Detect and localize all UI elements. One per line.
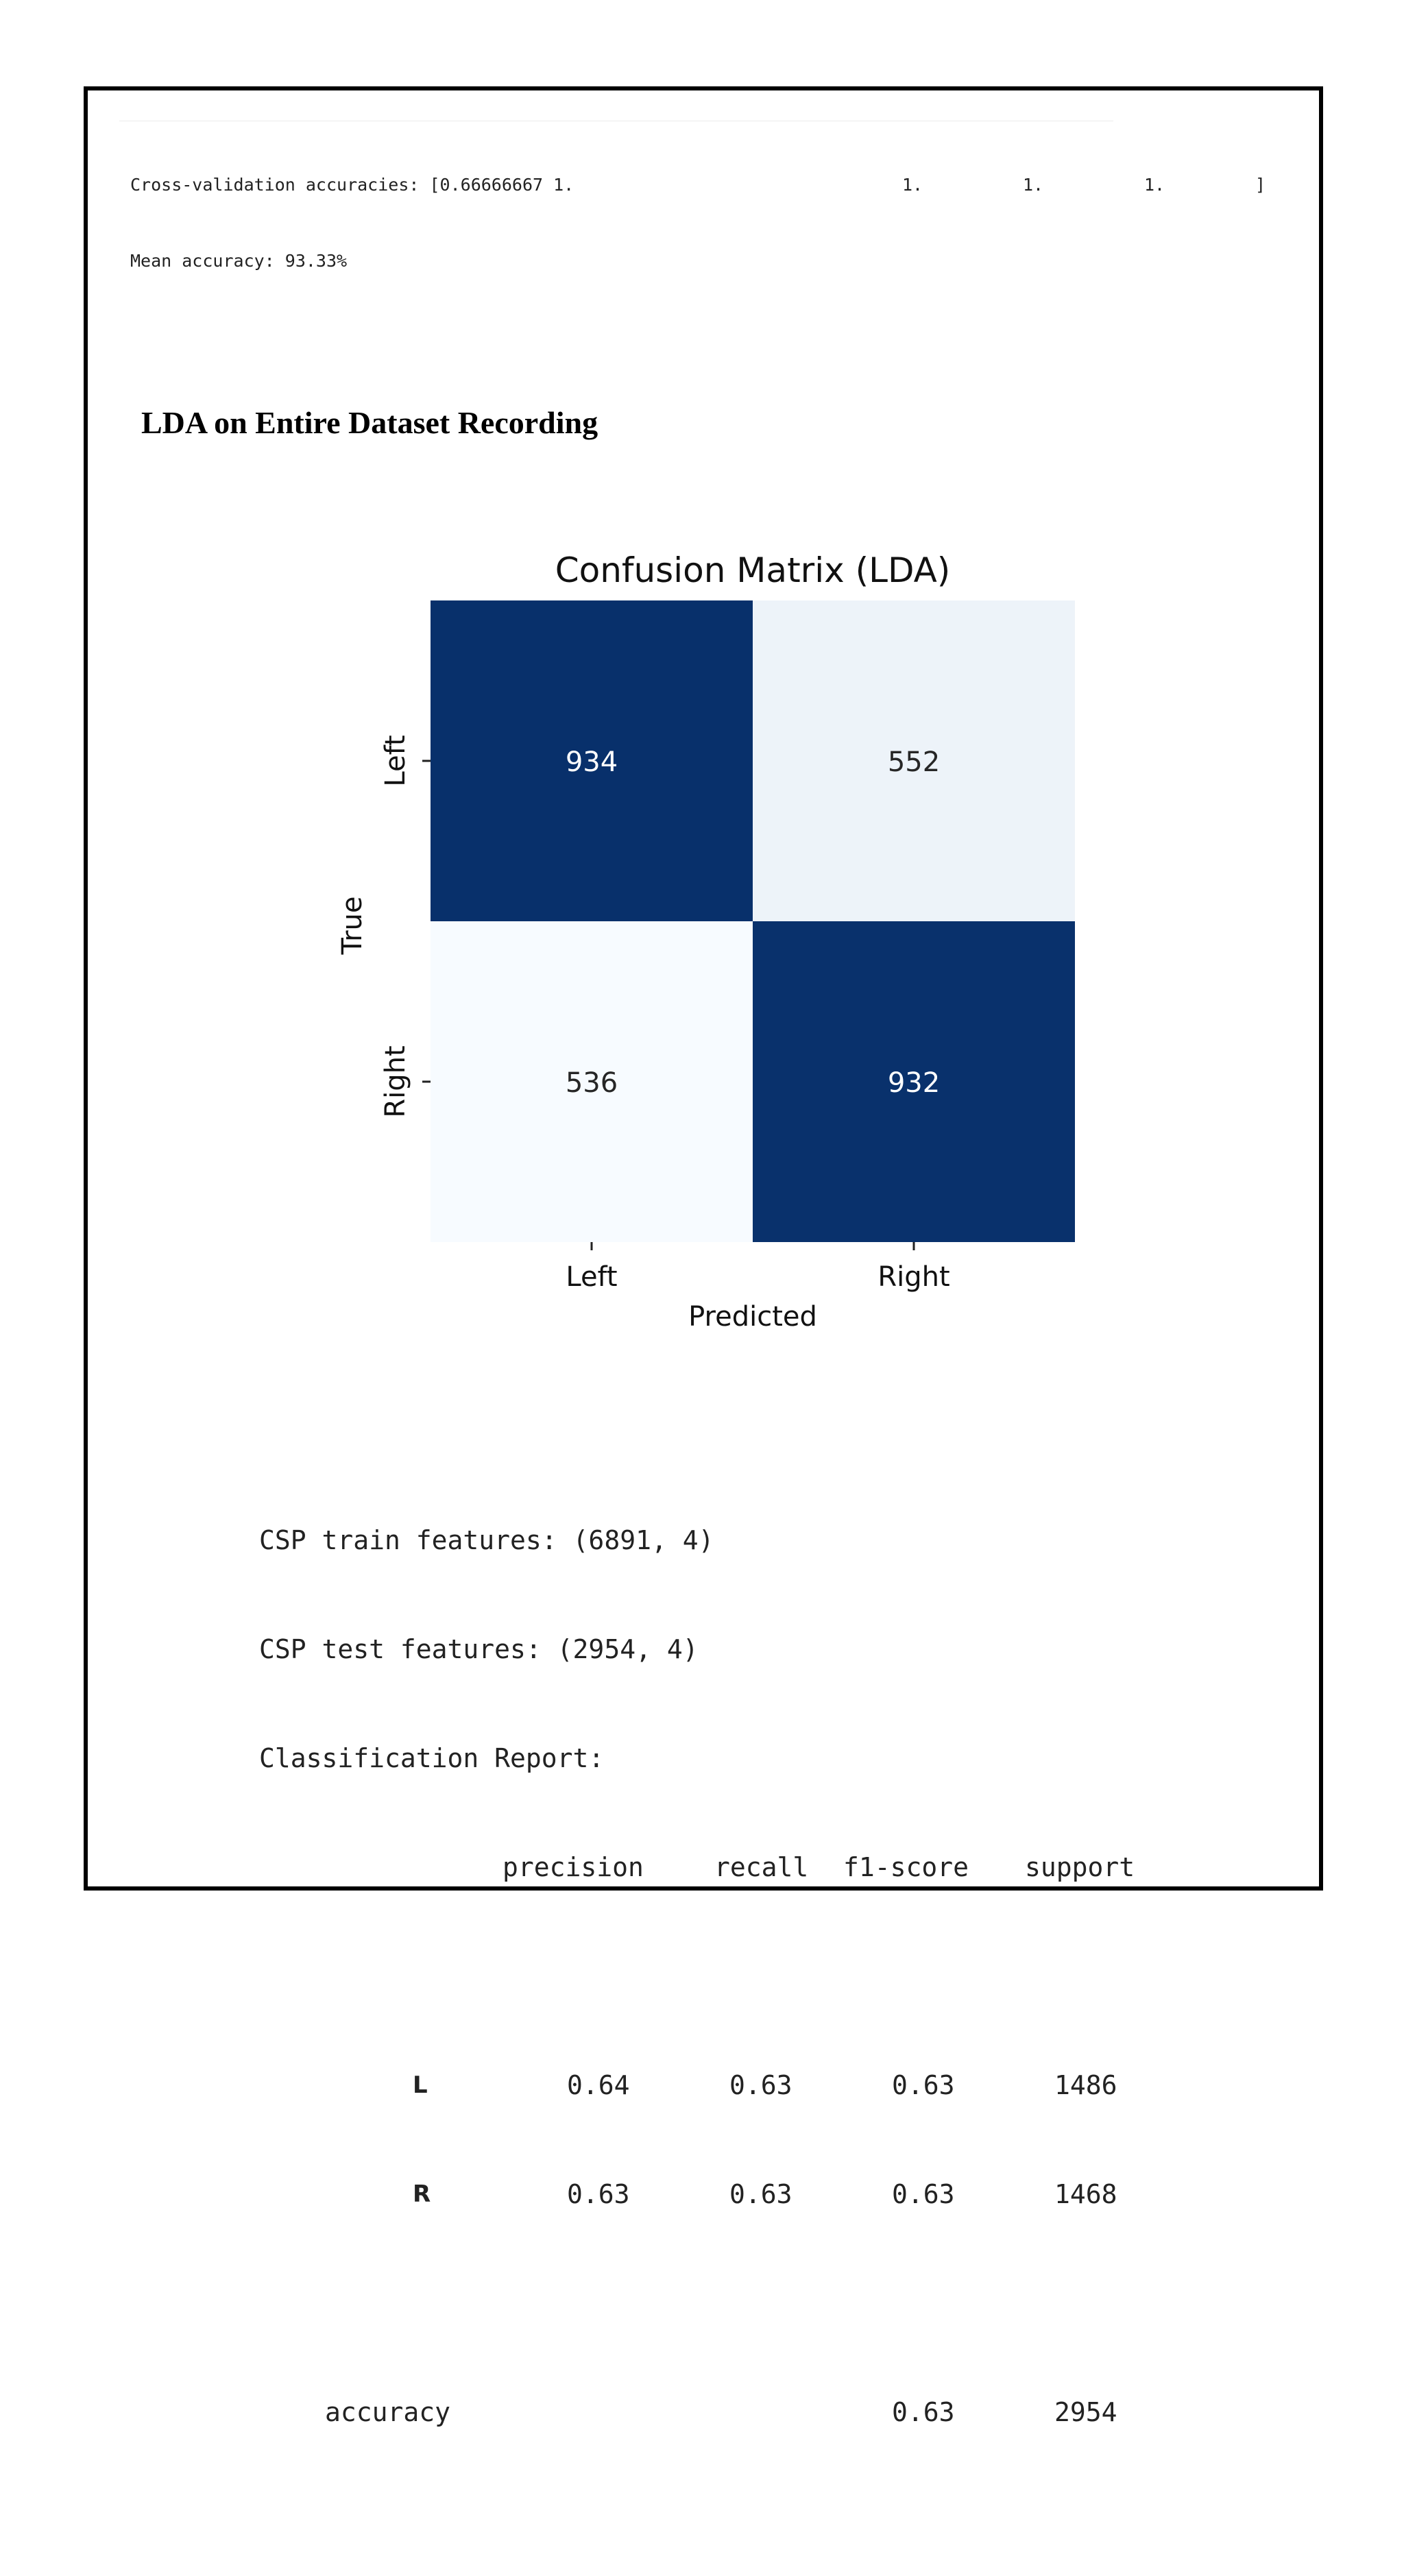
cv-value-2: 1. <box>902 175 923 195</box>
accuracy-row: accuracy 0.63 2954 <box>259 2394 1117 2431</box>
header-f1: f1-score <box>843 1852 969 1882</box>
row-f1: 0.63 <box>892 2070 955 2100</box>
row-recall: 0.63 <box>729 2070 792 2100</box>
table-row: R 0.63 0.63 0.63 1468 <box>259 2176 1117 2213</box>
cv-mean-accuracy: Mean accuracy: 93.33% <box>130 251 348 271</box>
cell-value-label: 552 <box>888 746 940 778</box>
header-precision: precision <box>503 1852 644 1882</box>
row-precision: 0.63 <box>567 2179 630 2209</box>
chart-title: Confusion Matrix (LDA) <box>555 550 951 590</box>
test-features-line: CSP test features: (2954, 4) <box>259 1634 699 1664</box>
y-tick-label: Right <box>380 1045 411 1117</box>
row-f1: 0.63 <box>892 2179 955 2209</box>
row-label: L <box>413 2071 428 2099</box>
cv-accuracies-line: Cross-validation accuracies: [0.66666667… <box>119 172 1266 197</box>
cv-value-4: 1. <box>1144 175 1165 195</box>
cell-value-label: 934 <box>566 746 618 778</box>
accuracy-f1: 0.63 <box>892 2397 955 2427</box>
x-tick-label: Right <box>878 1261 949 1293</box>
train-features-line: CSP train features: (6891, 4) <box>259 1525 714 1555</box>
report-header-row: precision recall f1-score support <box>259 1849 1135 1886</box>
confusion-matrix-chart: Confusion Matrix (LDA) 934 552 536 932 Left… <box>337 550 1075 1333</box>
cv-value-3: 1. <box>1023 175 1044 195</box>
cell-value-label: 536 <box>566 1067 618 1099</box>
y-axis-label: True <box>337 897 368 956</box>
report-title: Classification Report: <box>259 1743 605 1773</box>
heatmap-cell <box>753 921 1075 1242</box>
blank-line <box>259 1958 714 1995</box>
header-support: support <box>1025 1852 1135 1882</box>
row-label: R <box>413 2180 431 2208</box>
heatmap-cell <box>753 600 1075 921</box>
header-recall: recall <box>714 1852 809 1882</box>
classification-report: CSP train features: (6891, 4) CSP test f… <box>259 1450 1135 2467</box>
row-recall: 0.63 <box>729 2179 792 2209</box>
accuracy-support: 2954 <box>1054 2397 1117 2427</box>
blank-line <box>259 2285 714 2322</box>
table-row: L 0.64 0.63 0.63 1486 <box>259 2067 1117 2104</box>
accuracy-label: accuracy <box>325 2397 451 2427</box>
x-tick-label: Left <box>566 1261 617 1293</box>
cv-array-close: ] <box>1255 175 1266 195</box>
x-axis-label: Predicted <box>688 1301 817 1333</box>
cv-accuracies-prefix: Cross-validation accuracies: [0.66666667… <box>130 175 574 195</box>
row-support: 1468 <box>1054 2179 1117 2209</box>
row-support: 1486 <box>1054 2070 1117 2100</box>
y-tick-label: Left <box>380 735 411 786</box>
heatmap-cell <box>431 921 753 1242</box>
row-precision: 0.64 <box>567 2070 630 2100</box>
heatmap-cell <box>431 600 753 921</box>
cross-validation-output: Cross-validation accuracies: [0.66666667… <box>119 121 1266 299</box>
section-heading: LDA on Entire Dataset Recording <box>141 405 598 440</box>
cell-value-label: 932 <box>888 1067 940 1099</box>
